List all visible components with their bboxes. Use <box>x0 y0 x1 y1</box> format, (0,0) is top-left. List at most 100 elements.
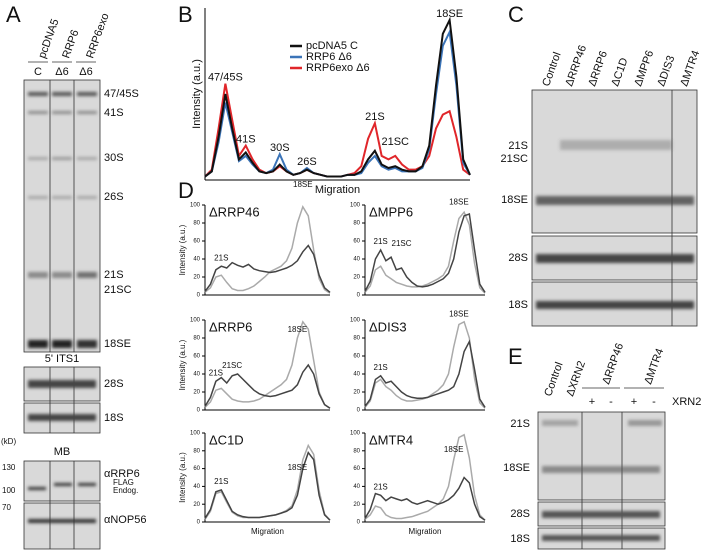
lane-label: RRP6 <box>60 28 81 60</box>
y-tick-label: 40 <box>353 372 360 378</box>
y-tick-label: 100 <box>350 431 361 437</box>
series-line <box>204 244 331 293</box>
loading-gel-a <box>23 366 101 434</box>
annotation: 21SC <box>381 136 409 148</box>
x-axis-label: Migration <box>251 527 284 536</box>
band-label: 26S <box>104 191 124 203</box>
series-line <box>364 339 486 408</box>
annotation: 18SE <box>436 8 463 20</box>
annotation: 21S <box>374 363 388 372</box>
series-line <box>364 212 486 293</box>
mw-label: 70 <box>2 503 11 512</box>
loading-label: 18S <box>104 412 124 424</box>
annotation: 21SC <box>222 361 242 370</box>
sign: + <box>589 396 595 408</box>
lane-label: RRP6exo <box>84 12 111 60</box>
y-tick-label: 20 <box>193 502 200 508</box>
loading-label: 18S <box>510 533 530 545</box>
y-tick-label: 0 <box>197 520 201 526</box>
chart-title: ΔMPP6 <box>369 204 413 219</box>
y-tick-label: 100 <box>190 431 201 437</box>
y-tick-label: 100 <box>350 203 361 209</box>
y-tick-label: 0 <box>357 293 361 299</box>
lane-sublabel: C <box>34 66 42 78</box>
panel-letter: E <box>508 344 523 369</box>
y-tick-label: 0 <box>197 408 201 414</box>
lane-sublabel: Δ6 <box>79 66 92 78</box>
y-axis-label: Intensity (a.u.) <box>178 452 187 503</box>
y-tick-label: 100 <box>190 318 201 324</box>
lane-label: ΔC1D <box>609 56 630 88</box>
y-tick-label: 40 <box>353 484 360 490</box>
chart-title: ΔMTR4 <box>369 432 413 447</box>
band-label: 18SE <box>503 462 530 474</box>
annotation: 21S <box>374 237 388 246</box>
chart-title: ΔDIS3 <box>369 319 407 334</box>
x-axis-label: Migration <box>315 184 360 196</box>
annotation: 18SE <box>288 463 308 472</box>
sign: + <box>631 396 637 408</box>
band-label: 21S <box>510 418 530 430</box>
chart-title: ΔRRP46 <box>209 204 260 219</box>
lane-label: ΔXRN2 <box>564 359 588 398</box>
series-line <box>204 205 331 294</box>
series-line <box>364 210 486 294</box>
gel-a <box>23 79 101 353</box>
band-label: Endog. <box>113 486 138 495</box>
antibody-label: αNOP56 <box>104 514 146 526</box>
y-tick-label: 0 <box>357 408 361 414</box>
band-label: 21S <box>104 269 124 281</box>
annotation: 41S <box>236 134 256 146</box>
lane-sublabel: Δ6 <box>55 66 68 78</box>
annotation: 18SE <box>444 445 464 454</box>
lane-label: pcDNA5 <box>36 17 61 60</box>
legend-label: RRP6exo Δ6 <box>306 62 370 74</box>
y-axis-label: Intensity (a.u.) <box>178 224 187 275</box>
panel-letter: A <box>6 2 21 27</box>
y-axis-label: Intensity (a.u.) <box>191 59 203 129</box>
annotation: 18SE <box>293 180 313 189</box>
y-tick-label: 60 <box>193 354 200 360</box>
sign: - <box>652 396 656 408</box>
y-tick-label: 60 <box>353 354 360 360</box>
band-label: 47/45S <box>104 88 139 100</box>
panel-letter: C <box>508 2 524 27</box>
band-label: 18SE <box>501 194 528 206</box>
y-tick-label: 80 <box>353 221 360 227</box>
series-line <box>204 451 331 521</box>
loading-label: 28S <box>508 252 528 264</box>
sign: - <box>609 396 613 408</box>
y-tick-label: 80 <box>193 336 200 342</box>
y-tick-label: 20 <box>353 390 360 396</box>
y-tick-label: 40 <box>193 372 200 378</box>
y-tick-label: 40 <box>193 484 200 490</box>
y-tick-label: 40 <box>193 257 200 263</box>
y-tick-label: 0 <box>197 293 201 299</box>
annotation: 26S <box>297 156 317 168</box>
lane-label: ΔRRP6 <box>586 49 610 88</box>
y-tick-label: 20 <box>193 390 200 396</box>
annotation: 21S <box>365 111 385 123</box>
band-label: FLAG <box>113 478 134 487</box>
annotation: 21S <box>209 368 223 377</box>
y-tick-label: 100 <box>190 203 201 209</box>
probe-label: 5' ITS1 <box>45 353 80 365</box>
band-label: 18SE <box>104 338 131 350</box>
lane-label: ΔMPP6 <box>632 49 656 88</box>
lane-label: ΔDIS3 <box>655 54 677 88</box>
loading-label: 28S <box>104 378 124 390</box>
y-axis-label: Intensity (a.u.) <box>178 339 187 390</box>
annotation: 21S <box>374 482 388 491</box>
x-axis-label: Migration <box>409 527 442 536</box>
western-a <box>23 460 101 550</box>
antibody-label: αRRP6 <box>104 468 140 480</box>
lane-label: Control <box>542 361 565 398</box>
series-line <box>364 476 486 521</box>
y-tick-label: 80 <box>353 448 360 454</box>
annotation: 18SE <box>288 325 308 334</box>
annotation: 18SE <box>449 310 469 319</box>
band-label: 21SC <box>500 153 528 165</box>
series-line <box>204 16 471 178</box>
loading-label: 18S <box>508 299 528 311</box>
chart-title: ΔC1D <box>209 432 244 447</box>
